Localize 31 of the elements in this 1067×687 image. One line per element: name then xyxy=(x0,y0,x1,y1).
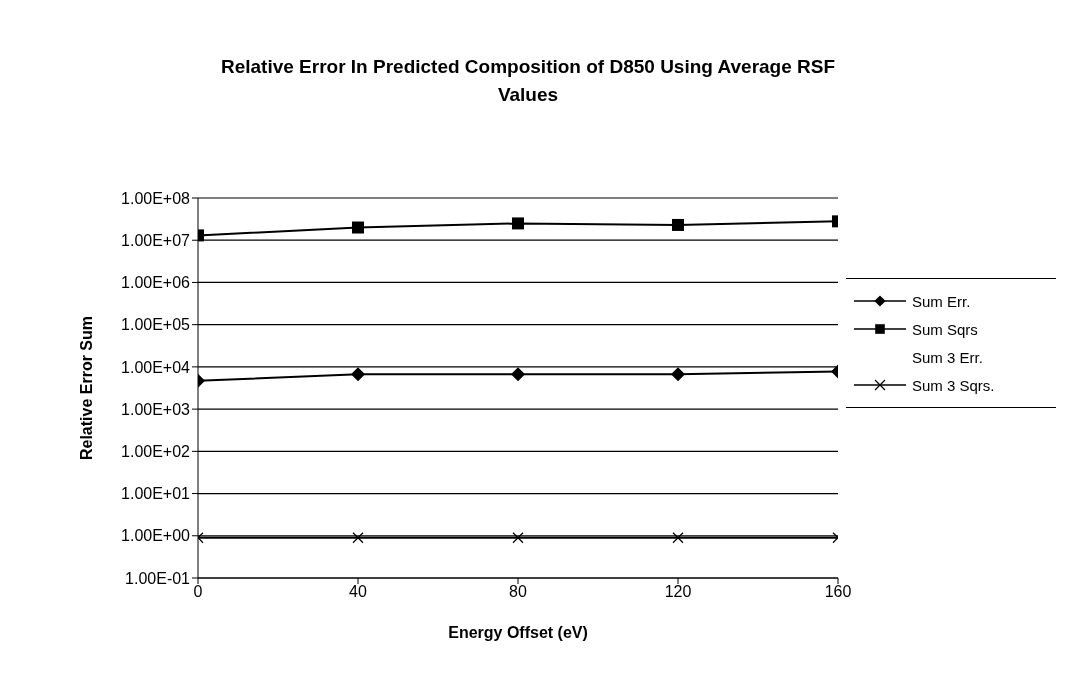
point xyxy=(671,367,685,382)
text: Sum 3 Err. xyxy=(912,348,983,366)
y-tick-label: 1.00E+05 xyxy=(121,316,191,334)
point xyxy=(352,221,364,234)
y-tick-label: 1.00E+03 xyxy=(121,400,191,418)
x-tick-label: 40 xyxy=(349,583,367,601)
y-tick-label: 1.00E+07 xyxy=(121,231,191,249)
y-axis-title: Relative Error Sum xyxy=(77,315,95,461)
point xyxy=(512,217,524,230)
legend-label: Sum 3 Sqrs. xyxy=(912,376,995,394)
point xyxy=(511,367,525,382)
y-tick-label: 1.00E+08 xyxy=(121,189,191,207)
point xyxy=(672,532,684,544)
x-axis-title: Energy Offset (eV) xyxy=(448,624,588,641)
x-tick-label: 0 xyxy=(193,583,203,601)
point xyxy=(672,218,684,231)
x-tick-label: 120 xyxy=(664,583,692,601)
y-tick-label: 1.00E+00 xyxy=(121,527,191,545)
y-tick-label: 1.00E+02 xyxy=(121,443,191,461)
y-tick-label: 1.00E+04 xyxy=(121,358,191,376)
x-tick-label: 80 xyxy=(509,583,527,601)
x-tick-label: 160 xyxy=(824,583,852,601)
point xyxy=(352,532,364,544)
chart-title: Relative Error In Predicted Composition of D850 Using Average RSF Values xyxy=(219,55,837,107)
legend-label: Sum Err. xyxy=(912,292,971,310)
y-tick-label: 1.00E+01 xyxy=(121,485,191,503)
legend-label: Sum Sqrs xyxy=(912,320,978,338)
y-tick-label: 1.00E+06 xyxy=(121,274,191,292)
point xyxy=(512,532,524,544)
point xyxy=(351,367,365,382)
y-tick-label: 1.00E-01 xyxy=(125,569,191,587)
